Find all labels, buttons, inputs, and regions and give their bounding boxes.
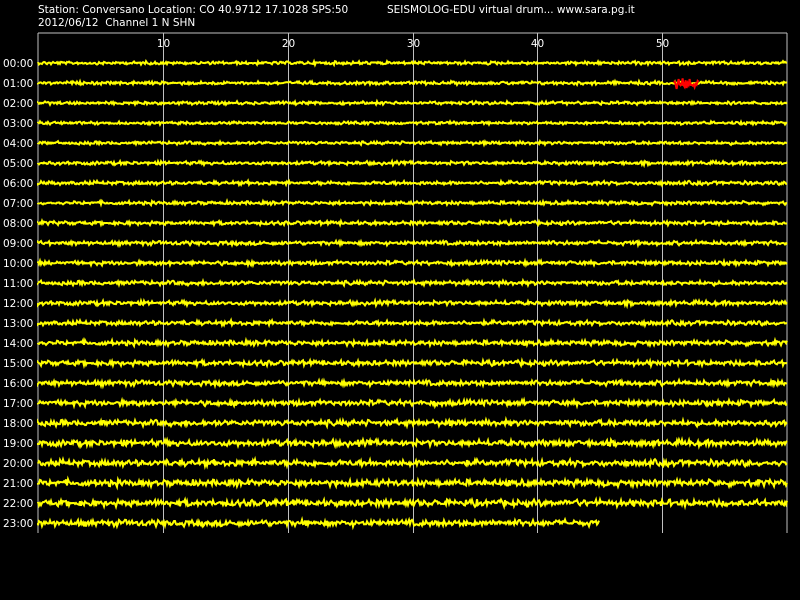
trace-1300 xyxy=(37,317,788,329)
hour-label-0700: 07:00 xyxy=(3,198,33,210)
hour-label-1400: 14:00 xyxy=(3,338,33,350)
hour-label-1700: 17:00 xyxy=(3,398,33,410)
hour-label-0600: 06:00 xyxy=(3,178,33,190)
hour-label-0200: 02:00 xyxy=(3,98,33,110)
trace-2100 xyxy=(37,475,788,491)
hour-label-1100: 11:00 xyxy=(3,278,33,290)
trace-2300 xyxy=(37,515,600,531)
hour-label-0800: 08:00 xyxy=(3,218,33,230)
trace-1100 xyxy=(37,277,788,289)
hour-label-2200: 22:00 xyxy=(3,498,33,510)
trace-0100 xyxy=(37,78,788,87)
hour-label-2000: 20:00 xyxy=(3,458,33,470)
trace-0600 xyxy=(37,178,788,188)
hour-label-1000: 10:00 xyxy=(3,258,33,270)
hour-label-0900: 09:00 xyxy=(3,238,33,250)
tick-label-50: 50 xyxy=(656,38,669,50)
hour-label-1800: 18:00 xyxy=(3,418,33,430)
hour-label-0500: 05:00 xyxy=(3,158,33,170)
station-info: Station: Conversano Location: CO 40.9712… xyxy=(38,4,349,16)
hour-label-0000: 00:00 xyxy=(3,58,33,70)
trace-0200 xyxy=(37,98,788,108)
date-channel-info: 2012/06/12 Channel 1 N SHN xyxy=(38,17,196,29)
trace-0500 xyxy=(37,158,788,169)
trace-2000 xyxy=(37,455,788,471)
trace-1700 xyxy=(37,396,788,410)
trace-1600 xyxy=(37,377,788,390)
tick-label-10: 10 xyxy=(157,38,170,50)
hour-label-2100: 21:00 xyxy=(3,478,33,490)
tick-label-40: 40 xyxy=(531,38,544,50)
hour-label-2300: 23:00 xyxy=(3,518,33,530)
drum-title: SEISMOLOG-EDU virtual drum... www.sara.p… xyxy=(387,4,635,16)
hour-label-1500: 15:00 xyxy=(3,358,33,370)
event-0100 xyxy=(673,78,700,91)
trace-1800 xyxy=(37,415,788,430)
trace-0400 xyxy=(37,138,788,148)
trace-0000 xyxy=(37,58,788,68)
trace-1000 xyxy=(37,257,788,269)
trace-1900 xyxy=(37,435,788,450)
hour-label-1600: 16:00 xyxy=(3,378,33,390)
trace-1500 xyxy=(37,356,788,370)
hour-label-1300: 13:00 xyxy=(3,318,33,330)
trace-0700 xyxy=(37,198,788,208)
hour-label-0300: 03:00 xyxy=(3,118,33,130)
trace-1200 xyxy=(37,297,788,310)
hour-label-0400: 04:00 xyxy=(3,138,33,150)
hour-label-1200: 12:00 xyxy=(3,298,33,310)
tick-label-20: 20 xyxy=(282,38,295,50)
trace-2200 xyxy=(37,496,788,511)
trace-0900 xyxy=(37,238,788,249)
trace-1400 xyxy=(37,336,788,349)
trace-0300 xyxy=(37,119,788,127)
hour-label-1900: 19:00 xyxy=(3,438,33,450)
tick-label-30: 30 xyxy=(407,38,420,50)
hour-label-0100: 01:00 xyxy=(3,78,33,90)
trace-0800 xyxy=(37,217,788,228)
